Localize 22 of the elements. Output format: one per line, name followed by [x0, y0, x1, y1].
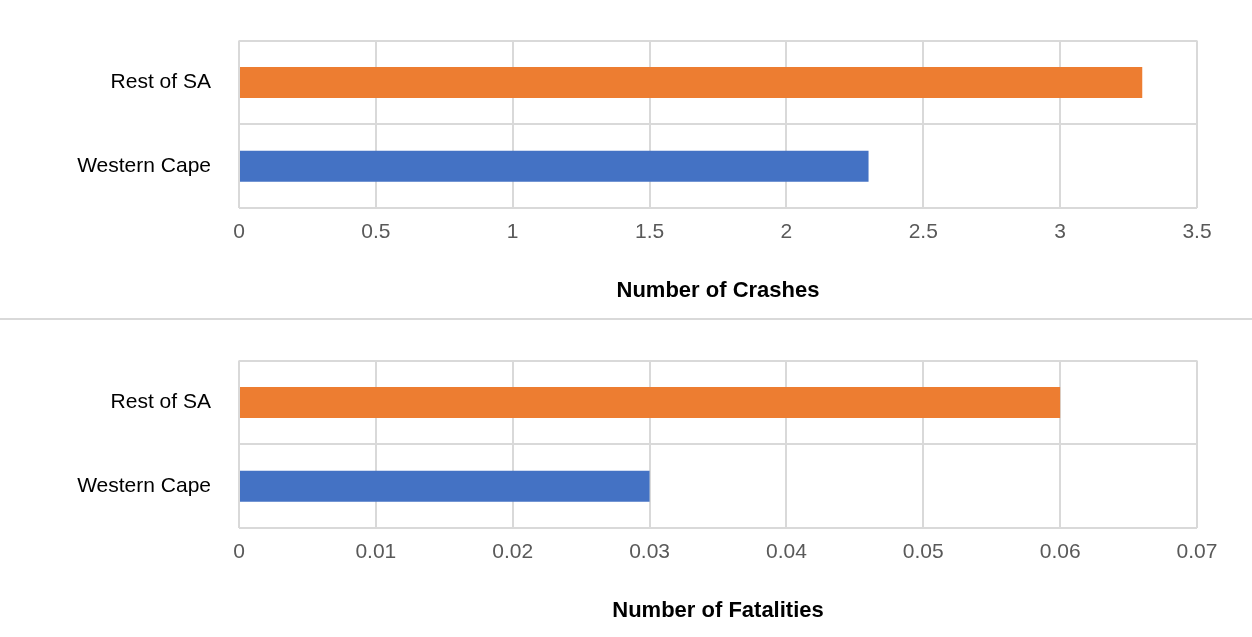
y-tick-label: Western Cape: [77, 152, 211, 176]
x-tick-label: 0: [233, 219, 245, 243]
x-tick-label: 1: [506, 219, 519, 243]
x-tick-label: 1.5: [634, 219, 665, 243]
x-tick-label: 0.01: [355, 539, 397, 563]
x-tick-label: 2: [780, 219, 793, 243]
x-axis-title: Number of Crashes: [616, 276, 820, 302]
x-tick-label: 3: [1054, 219, 1066, 243]
y-tick-label: Rest of SA: [110, 69, 211, 93]
y-tick-label: Rest of SA: [110, 389, 211, 413]
x-tick-label: 3.5: [1182, 219, 1212, 243]
x-tick-label: 0.5: [361, 219, 391, 243]
x-tick-label: 0.03: [629, 539, 671, 563]
y-tick-label: Western Cape: [77, 472, 211, 496]
x-tick-label: 0.07: [1176, 539, 1218, 563]
x-tick-label: 0: [233, 539, 245, 563]
x-tick-label: 0.02: [492, 539, 534, 563]
x-axis-title: Number of Fatalities: [612, 596, 824, 622]
x-tick-label: 2.5: [908, 219, 938, 243]
x-tick-label: 0.04: [765, 539, 808, 563]
x-tick-label: 0.06: [1039, 539, 1081, 563]
x-tick-label: 0.05: [902, 539, 944, 563]
